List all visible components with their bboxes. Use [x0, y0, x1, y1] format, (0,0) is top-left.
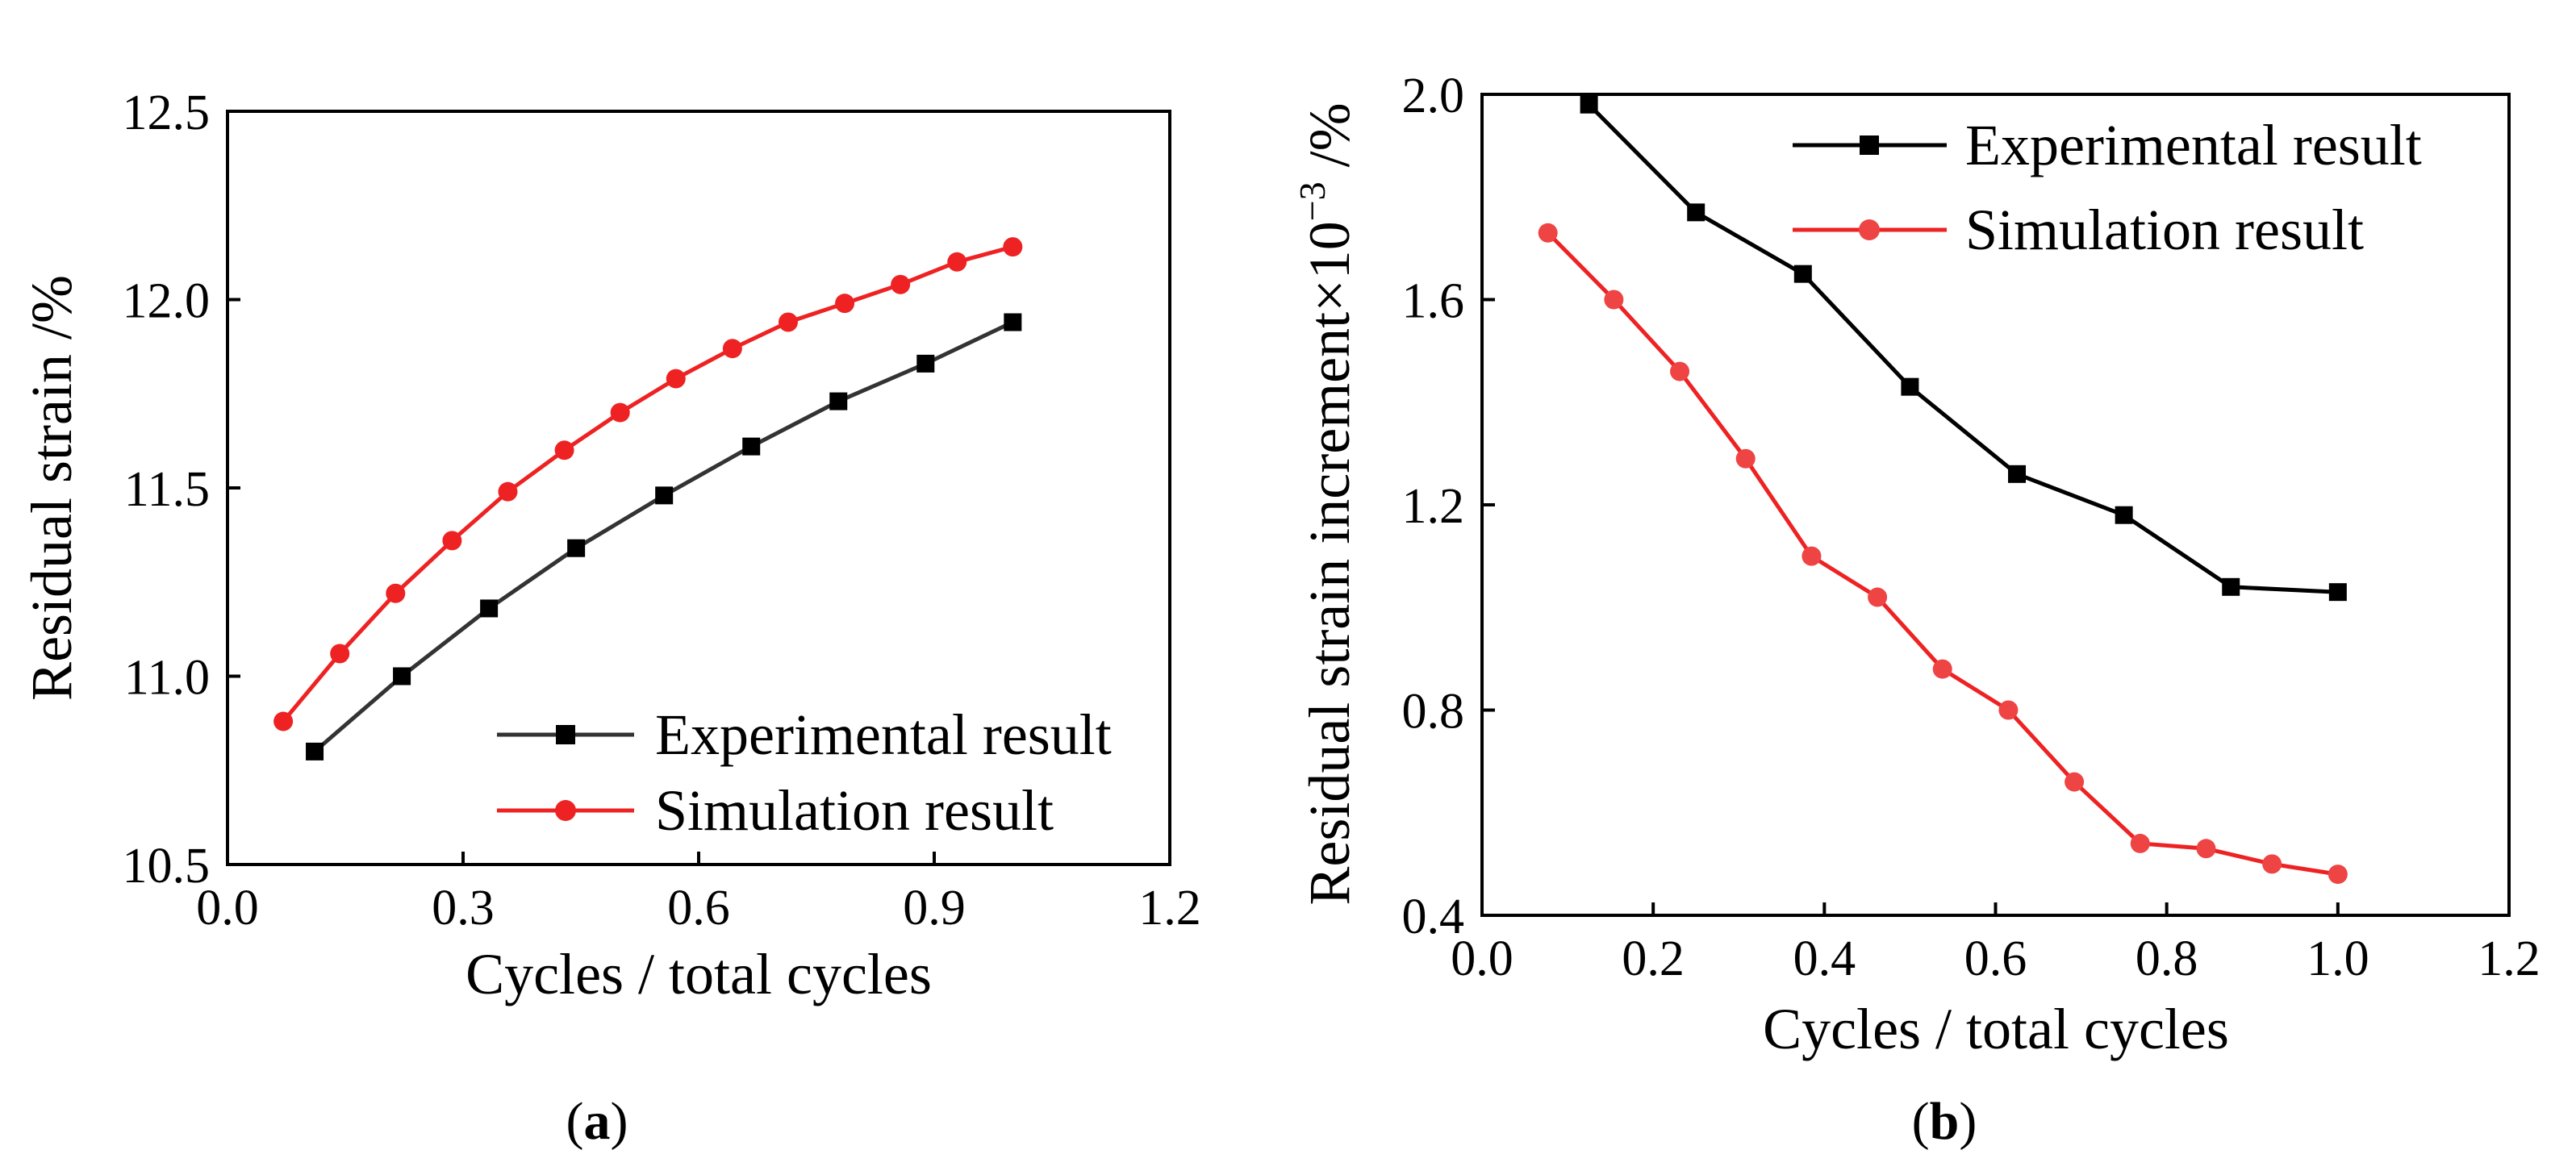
legend-a: Experimental result Simulation result	[497, 702, 1112, 843]
x-tick-label-b-4: 0.8	[2136, 931, 2198, 986]
x-tick-label-b-5: 1.0	[2307, 931, 2369, 986]
legend-marker-simulation-a	[555, 800, 576, 821]
y-axis-title-b: Residual strain increment×10−3 /%	[1292, 102, 1362, 905]
data-point-a-0-6	[829, 392, 848, 410]
y-tick-label-a-0: 10.5	[123, 839, 211, 894]
data-point-b-0-1	[1687, 203, 1706, 222]
data-point-a-0-0	[306, 742, 324, 760]
data-point-b-1-4	[1802, 546, 1822, 566]
data-point-a-1-0	[273, 711, 294, 731]
y-axis-title-b-unit: /%	[1297, 102, 1362, 181]
series-line-a-1	[282, 244, 1013, 723]
data-point-a-0-4	[655, 486, 674, 505]
data-point-a-1-8	[722, 339, 742, 359]
data-point-a-0-7	[916, 354, 935, 373]
data-point-b-0-5	[2115, 506, 2133, 524]
y-tick-label-b-2: 1.2	[1402, 479, 1465, 534]
data-point-b-1-5	[1868, 587, 1888, 607]
y-tick-label-a-3: 12.0	[123, 274, 211, 329]
panel-label-a: (a)	[566, 1092, 628, 1151]
y-tick-label-a-4: 12.5	[123, 85, 211, 140]
panel-label-b: (b)	[1912, 1092, 1977, 1151]
x-tick-label-a-3: 0.9	[903, 881, 966, 935]
data-point-b-1-2	[1670, 361, 1690, 381]
data-point-b-1-12	[2328, 865, 2348, 885]
legend-marker-experimental-a	[556, 725, 575, 744]
series-group-a	[273, 237, 1023, 760]
data-point-b-1-8	[2065, 772, 2085, 792]
data-point-b-1-6	[1932, 659, 1952, 679]
data-point-b-1-1	[1604, 290, 1624, 310]
y-axis-title-a: Residual strain /%	[19, 275, 84, 701]
x-tick-label-b-1: 0.2	[1622, 931, 1685, 986]
data-point-a-1-6	[610, 402, 630, 423]
y-tick-label-b-4: 2.0	[1402, 69, 1465, 123]
x-tick-label-a-2: 0.6	[667, 881, 730, 935]
series-line-b-0	[1587, 102, 2338, 594]
data-point-b-1-11	[2262, 854, 2282, 874]
legend-label-experimental-b: Experimental result	[1965, 113, 2422, 177]
data-point-a-0-3	[567, 539, 586, 557]
data-point-b-0-6	[2222, 577, 2240, 596]
data-point-b-0-2	[1793, 265, 1812, 283]
data-point-a-1-3	[442, 531, 462, 551]
legend-label-simulation-a: Simulation result	[655, 778, 1054, 843]
ticks-b: 0.0 0.2 0.4 0.6 0.8 1.0 1.2 0.4 0.8 1.2 1.6 2.0	[1402, 69, 2541, 986]
y-axis-title-b-exponent: −3	[1292, 181, 1333, 221]
legend-label-simulation-b: Simulation result	[1965, 198, 2364, 262]
y-tick-label-b-3: 1.6	[1402, 274, 1465, 329]
series-line-b-1	[1546, 231, 2339, 877]
x-tick-label-b-0: 0.0	[1451, 931, 1513, 986]
legend-label-experimental-a: Experimental result	[655, 702, 1112, 767]
y-axis-title-b-main: Residual strain increment×10	[1297, 221, 1362, 905]
legend-b: Experimental result Simulation result	[1793, 113, 2422, 262]
data-point-b-0-0	[1580, 95, 1598, 114]
y-tick-label-b-0: 0.4	[1402, 890, 1465, 944]
ticks-a: 0.0 0.3 0.6 0.9 1.2 10.5 11.0 11.5 12.0 12.5	[123, 85, 1201, 935]
x-tick-label-b-3: 0.6	[1964, 931, 2027, 986]
data-point-a-0-2	[480, 599, 499, 618]
x-tick-label-a-0: 0.0	[196, 881, 259, 935]
x-axis-title-b: Cycles / total cycles	[1763, 997, 2229, 1061]
y-tick-label-a-2: 11.5	[124, 462, 210, 517]
data-point-a-1-5	[554, 440, 574, 460]
x-tick-label-a-4: 1.2	[1138, 881, 1201, 935]
data-point-b-0-4	[2008, 465, 2027, 483]
data-point-b-1-3	[1735, 448, 1756, 469]
x-axis-title-a: Cycles / total cycles	[466, 942, 932, 1006]
series-group-b	[1538, 95, 2348, 885]
data-point-a-1-4	[498, 481, 518, 502]
data-point-b-1-7	[1998, 700, 2019, 720]
data-point-a-1-11	[891, 274, 911, 294]
data-point-a-1-9	[778, 312, 798, 332]
data-point-a-0-5	[742, 437, 761, 456]
chart-panel-b: 0.0 0.2 0.4 0.6 0.8 1.0 1.2 0.4 0.8 1.2 1.6 2.0 Cyc…	[1292, 69, 2541, 1151]
data-point-b-1-10	[2196, 839, 2216, 859]
data-point-a-0-1	[393, 667, 411, 685]
data-point-b-1-9	[2130, 833, 2150, 853]
x-tick-label-b-6: 1.2	[2478, 931, 2541, 986]
y-tick-label-a-1: 11.0	[124, 651, 210, 706]
legend-marker-experimental-b	[1860, 135, 1879, 155]
data-point-b-0-3	[1901, 377, 1919, 396]
data-point-a-1-13	[1003, 237, 1023, 257]
data-point-a-1-1	[330, 644, 350, 664]
data-point-a-1-10	[835, 294, 855, 314]
chart-panel-a: 0.0 0.3 0.6 0.9 1.2 10.5 11.0 11.5 12.0 12.5 Cycl…	[19, 85, 1201, 1151]
x-tick-label-a-1: 0.3	[432, 881, 495, 935]
data-point-a-1-7	[666, 369, 686, 389]
legend-marker-simulation-b	[1859, 219, 1880, 240]
data-point-a-0-8	[1004, 313, 1022, 331]
data-point-a-1-12	[947, 252, 967, 272]
x-tick-label-b-2: 0.4	[1793, 931, 1856, 986]
y-tick-label-b-1: 0.8	[1402, 685, 1465, 740]
data-point-a-1-2	[386, 583, 406, 603]
data-point-b-0-7	[2328, 583, 2347, 602]
data-point-b-1-0	[1538, 223, 1558, 243]
